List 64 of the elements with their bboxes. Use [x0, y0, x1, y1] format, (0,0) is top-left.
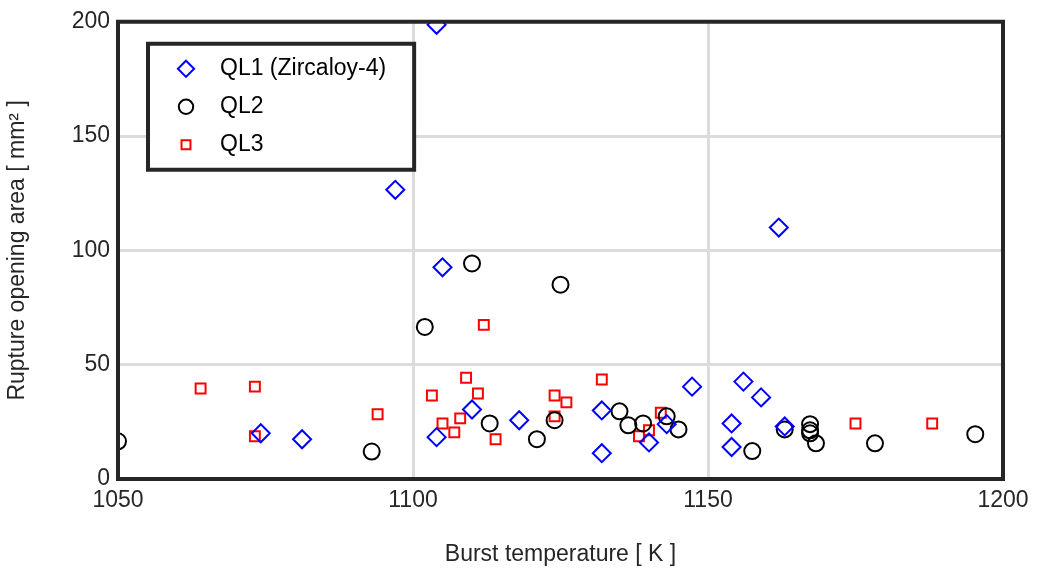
point	[560, 396, 573, 409]
point	[751, 387, 772, 408]
point	[806, 434, 825, 453]
point	[426, 427, 447, 448]
point	[425, 389, 438, 402]
point	[721, 413, 742, 434]
point	[194, 382, 207, 395]
y-tick-label: 200	[71, 7, 110, 34]
point	[733, 371, 754, 392]
point	[292, 429, 313, 450]
point	[371, 408, 384, 421]
y-axis-title: Rupture opening area [ mm² ]	[3, 100, 30, 401]
point	[643, 424, 655, 437]
point	[509, 410, 530, 431]
point	[639, 432, 659, 453]
point	[591, 400, 612, 421]
point	[551, 275, 570, 294]
point	[657, 407, 676, 426]
x-axis-title: Burst temperature [ K ]	[444, 539, 677, 566]
point	[926, 417, 939, 430]
point	[436, 417, 449, 430]
point	[415, 317, 434, 336]
point	[610, 402, 629, 421]
point	[633, 430, 645, 443]
point	[460, 371, 473, 384]
x-tick-label: 1150	[683, 486, 733, 513]
point	[248, 380, 261, 393]
point	[489, 433, 502, 446]
point	[385, 179, 406, 200]
point	[656, 414, 677, 435]
point	[865, 434, 884, 453]
point	[966, 425, 985, 444]
point	[545, 411, 564, 430]
y-tick-label: 100	[71, 235, 110, 262]
point	[743, 442, 762, 461]
x-tick-label: 1200	[977, 486, 1029, 513]
point	[527, 430, 546, 449]
point	[595, 373, 608, 386]
point	[250, 423, 271, 444]
y-tick-label: 150	[71, 121, 110, 148]
point	[463, 254, 481, 273]
legend-label: QL1 (Zircaloy-4)	[220, 54, 387, 81]
point	[768, 217, 789, 238]
point	[548, 389, 561, 402]
point	[471, 387, 484, 400]
point	[480, 414, 499, 433]
legend-label: QL3	[220, 130, 264, 157]
point	[801, 415, 820, 434]
point	[669, 420, 688, 439]
point	[477, 318, 490, 331]
point	[454, 412, 467, 425]
point	[448, 426, 461, 439]
x-tick-label: 1100	[388, 486, 438, 513]
point	[619, 416, 638, 435]
point	[634, 414, 653, 433]
point	[721, 437, 742, 457]
point	[591, 443, 612, 464]
legend-label: QL2	[220, 92, 264, 119]
point	[462, 399, 482, 420]
point	[682, 376, 703, 397]
point	[362, 442, 381, 461]
y-tick-label: 50	[84, 350, 110, 377]
point	[849, 417, 862, 430]
point	[432, 257, 453, 278]
